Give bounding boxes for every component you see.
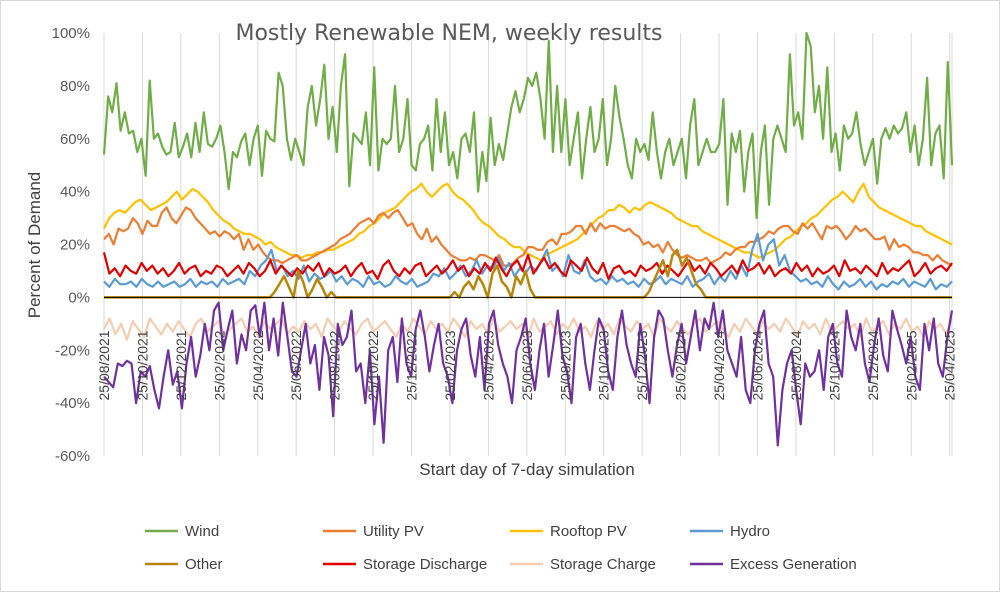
legend-label: Other [185,556,223,573]
y-tick-label: 80% [60,78,90,95]
x-tick-label: 25/02/2024 [673,330,689,400]
x-tick-label: 25/06/2022 [288,330,304,400]
y-axis-ticks: -60% -40% -20% 0% 20% 40% 60% 80% 100% [52,25,90,465]
series-lines [102,31,954,447]
y-tick-label: 40% [60,184,90,201]
legend-label: Storage Discharge [363,556,487,573]
y-tick-label: 100% [52,25,90,42]
y-tick-label: -60% [55,448,90,465]
x-tick-label: 25/04/2024 [711,330,727,400]
y-tick-label: -40% [55,395,90,412]
legend-label: Utility PV [363,523,424,540]
x-tick-label: 25/08/2021 [96,330,112,400]
x-tick-label: 25/12/2022 [404,330,420,400]
x-tick-label: 25/04/2023 [480,330,496,400]
x-tick-label: 25/02/2023 [442,330,458,400]
x-tick-label: 25/10/2021 [134,330,150,400]
y-tick-label: 20% [60,237,90,254]
x-tick-label: 25/04/2025 [942,330,958,400]
x-tick-label: 25/10/2024 [826,330,842,400]
series-line-hydro [103,232,953,291]
legend-label: Excess Generation [730,556,857,573]
x-tick-label: 25/06/2023 [519,330,535,400]
y-tick-label: 60% [60,131,90,148]
series-line-storage-discharge [102,252,953,280]
series-line-excess-generation [103,301,954,447]
x-tick-label: 25/08/2024 [788,330,804,400]
series-line-rooftop-pv [103,182,953,262]
x-tick-label: 25/08/2022 [327,330,343,400]
x-tick-label: 25/10/2022 [365,330,381,400]
x-tick-label: 25/10/2023 [596,330,612,400]
x-tick-label: 25/12/2024 [865,330,881,400]
legend: Wind Utility PV Rooftop PV Hydro Other Storag… [145,523,857,573]
x-tick-label: 25/06/2024 [749,330,765,400]
legend-label: Wind [185,523,219,540]
x-tick-label: 25/02/2022 [211,330,227,400]
series-line-wind [102,31,954,220]
y-axis-label: Percent of Demand [25,172,44,318]
x-tick-label: 25/12/2021 [173,330,189,400]
x-axis-ticks: 25/08/2021 25/10/2021 25/12/2021 25/02/2022… [96,330,958,400]
x-tick-label: 25/12/2023 [634,330,650,400]
y-tick-label: 0% [68,289,90,306]
series-line-utility-pv [103,206,953,267]
x-axis-label: Start day of 7-day simulation [419,460,634,479]
y-tick-label: -20% [55,342,90,359]
legend-label: Rooftop PV [550,523,627,540]
chart-title: Mostly Renewable NEM, weekly results [235,21,662,46]
legend-label: Storage Charge [550,556,656,573]
x-tick-label: 25/08/2023 [557,330,573,400]
legend-label: Hydro [730,523,770,540]
x-tick-label: 25/04/2022 [250,330,266,400]
x-tick-label: 25/02/2025 [903,330,919,400]
